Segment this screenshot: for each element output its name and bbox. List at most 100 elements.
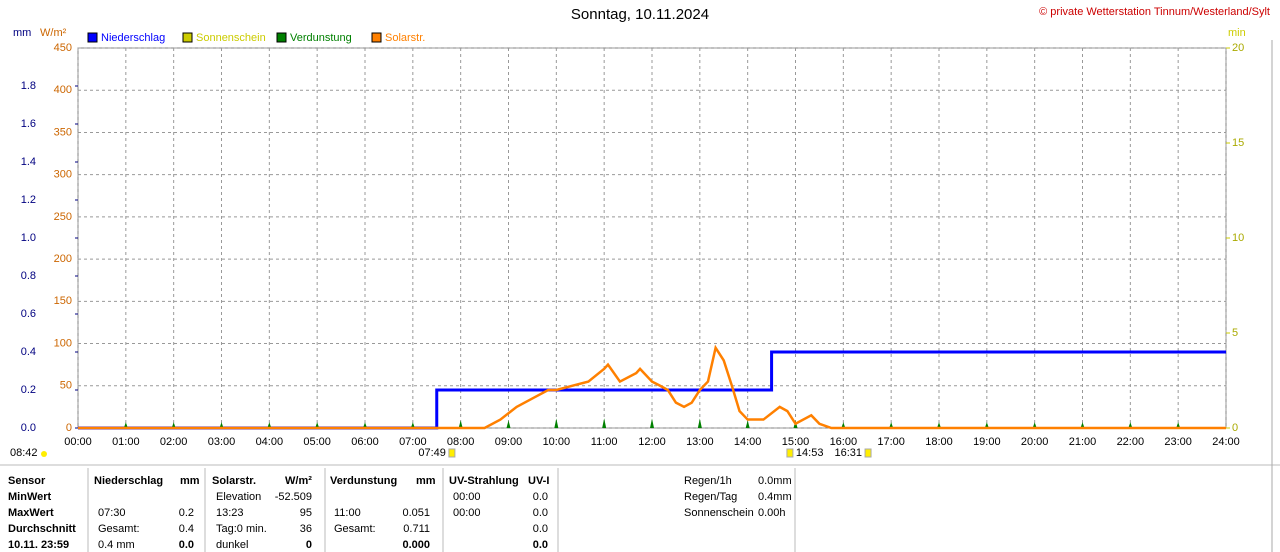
y3-unit: min bbox=[1228, 27, 1246, 39]
cell-value: 0.711 bbox=[403, 523, 430, 535]
cell-value: 0.0 bbox=[533, 523, 548, 535]
x-tick-label: 16:00 bbox=[830, 436, 858, 448]
y3-tick-label: 20 bbox=[1232, 42, 1244, 54]
block-header: UV-Strahlung bbox=[449, 475, 519, 487]
y-tick-label: 0.4 bbox=[21, 346, 36, 358]
time-marker bbox=[864, 448, 872, 458]
x-tick-label: 12:00 bbox=[638, 436, 666, 448]
y-tick-label: 1.4 bbox=[21, 156, 36, 168]
cell-value: 95 bbox=[300, 507, 312, 519]
row-header: Sensor bbox=[8, 475, 46, 487]
y3-tick-label: 0 bbox=[1232, 422, 1238, 434]
row-header: 10.11. 23:59 bbox=[8, 539, 69, 551]
info-value: 0.00h bbox=[758, 507, 786, 519]
series-line bbox=[78, 344, 1226, 430]
info-value: 0.4mm bbox=[758, 491, 792, 503]
bar bbox=[506, 420, 511, 428]
y-tick-label: 0.6 bbox=[21, 308, 36, 320]
legend-label: Verdunstung bbox=[290, 32, 352, 44]
y3-tick-label: 10 bbox=[1232, 232, 1244, 244]
moon-time: 08:42 bbox=[10, 447, 38, 459]
bar bbox=[602, 418, 607, 428]
x-tick-label: 08:00 bbox=[447, 436, 475, 448]
y2-tick-label: 0 bbox=[66, 422, 72, 434]
bar bbox=[984, 422, 989, 428]
time-marker-label: 07:49 bbox=[418, 447, 446, 459]
chart-title: Sonntag, 10.11.2024 bbox=[571, 6, 709, 23]
x-tick-label: 13:00 bbox=[686, 436, 714, 448]
x-tick-label: 09:00 bbox=[495, 436, 523, 448]
x-tick-label: 11:00 bbox=[591, 436, 618, 448]
cell-value: 0.0 bbox=[533, 539, 548, 551]
cell-label: dunkel bbox=[216, 539, 248, 551]
time-marker bbox=[448, 448, 456, 458]
y-tick-label: 0.2 bbox=[21, 384, 36, 396]
x-tick-label: 24:00 bbox=[1212, 436, 1240, 448]
bar bbox=[745, 420, 750, 428]
cell-label: 00:00 bbox=[453, 491, 481, 503]
block-unit: UV-I bbox=[528, 475, 549, 487]
legend-label: Niederschlag bbox=[101, 32, 165, 44]
cell-value: 0.0 bbox=[533, 491, 548, 503]
cell-label: 11:00 bbox=[334, 507, 361, 519]
x-tick-label: 19:00 bbox=[973, 436, 1001, 448]
x-tick-label: 02:00 bbox=[160, 436, 188, 448]
y3-tick-label: 15 bbox=[1232, 137, 1244, 149]
time-marker-label: 16:31 bbox=[835, 447, 863, 459]
bar bbox=[410, 422, 415, 428]
x-tick-label: 22:00 bbox=[1117, 436, 1145, 448]
cell-value: -52.509 bbox=[275, 491, 312, 503]
y2-tick-label: 50 bbox=[60, 380, 72, 392]
y-tick-label: 0.0 bbox=[21, 422, 36, 434]
cell-value: 0.000 bbox=[402, 539, 430, 551]
info-label: Regen/1h bbox=[684, 475, 732, 487]
time-marker bbox=[786, 448, 794, 458]
y-tick-label: 1.6 bbox=[21, 118, 36, 130]
x-tick-label: 21:00 bbox=[1069, 436, 1097, 448]
bar bbox=[123, 422, 128, 428]
bar bbox=[171, 422, 176, 428]
row-header: MaxWert bbox=[8, 507, 54, 519]
bar bbox=[697, 418, 702, 428]
x-tick-label: 07:00 bbox=[399, 436, 427, 448]
y2-tick-label: 150 bbox=[54, 295, 72, 307]
cell-label: 07:30 bbox=[98, 507, 126, 519]
bar bbox=[841, 422, 846, 428]
bar bbox=[267, 422, 272, 428]
x-tick-label: 05:00 bbox=[303, 436, 331, 448]
copyright: © private Wetterstation Tinnum/Westerlan… bbox=[1039, 6, 1270, 18]
block-unit: mm bbox=[180, 475, 200, 487]
y-tick-label: 1.8 bbox=[21, 80, 36, 92]
info-label: Regen/Tag bbox=[684, 491, 737, 503]
bar bbox=[315, 422, 320, 428]
x-tick-label: 01:00 bbox=[112, 436, 140, 448]
bar bbox=[458, 420, 463, 428]
legend-label: Sonnenschein bbox=[196, 32, 266, 44]
cell-value: 0.051 bbox=[402, 507, 430, 519]
y2-tick-label: 200 bbox=[54, 253, 72, 265]
x-tick-label: 18:00 bbox=[925, 436, 953, 448]
cell-label: Gesamt: bbox=[98, 523, 140, 535]
x-tick-label: 04:00 bbox=[256, 436, 284, 448]
x-tick-label: 00:00 bbox=[64, 436, 92, 448]
cell-value: 0.0 bbox=[533, 507, 548, 519]
bar bbox=[219, 422, 224, 428]
block-unit: mm bbox=[416, 475, 436, 487]
block-header: Solarstr. bbox=[212, 475, 256, 487]
x-tick-label: 14:00 bbox=[734, 436, 762, 448]
bar bbox=[1176, 422, 1181, 428]
cell-label: 00:00 bbox=[453, 507, 481, 519]
y2-tick-label: 250 bbox=[54, 211, 72, 223]
cell-label: 13:23 bbox=[216, 507, 244, 519]
x-tick-label: 10:00 bbox=[543, 436, 571, 448]
x-tick-label: 23:00 bbox=[1164, 436, 1192, 448]
y-tick-label: 0.8 bbox=[21, 270, 36, 282]
info-label: Sonnenschein bbox=[684, 507, 754, 519]
bar bbox=[937, 422, 941, 428]
block-header: Verdunstung bbox=[330, 475, 397, 487]
bar bbox=[363, 422, 367, 428]
info-value: 0.0mm bbox=[758, 475, 792, 487]
block-unit: W/m² bbox=[285, 475, 312, 487]
